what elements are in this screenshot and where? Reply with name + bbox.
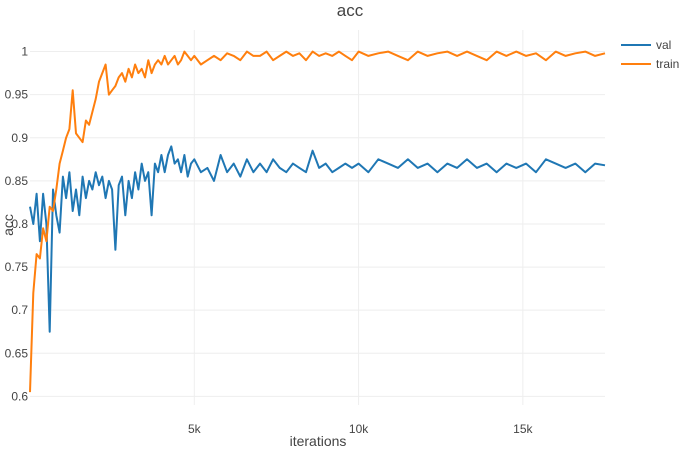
y-axis-title: acc	[0, 214, 16, 236]
series-line-train	[29, 50, 606, 393]
y-tick-label: 0.65	[5, 346, 29, 360]
y-tick-label: 0.75	[5, 260, 29, 274]
x-axis-title: iterations	[290, 433, 347, 449]
y-tick-label: 0.6	[11, 389, 28, 403]
y-tick-label: 1	[21, 45, 28, 59]
legend[interactable]: val train	[621, 38, 679, 71]
y-tick-label: 0.95	[5, 88, 29, 102]
legend-item-train[interactable]: train	[621, 57, 679, 71]
y-tick-label: 0.9	[11, 131, 28, 145]
legend-item-val[interactable]: val	[621, 38, 671, 52]
legend-label-val: val	[656, 38, 671, 52]
chart-title: acc	[337, 1, 364, 20]
y-tick-label: 0.85	[5, 174, 29, 188]
grid-lines	[30, 30, 605, 405]
plot-background	[30, 30, 605, 405]
series-layer	[29, 50, 606, 393]
x-tick-label: 10k	[349, 422, 369, 436]
legend-label-train: train	[656, 57, 679, 71]
y-tick-label: 0.7	[11, 303, 28, 317]
x-tick-label: 5k	[188, 422, 202, 436]
x-tick-label: 15k	[513, 422, 533, 436]
y-tick-label: 0.8	[11, 217, 28, 231]
series-line-val	[29, 145, 606, 333]
